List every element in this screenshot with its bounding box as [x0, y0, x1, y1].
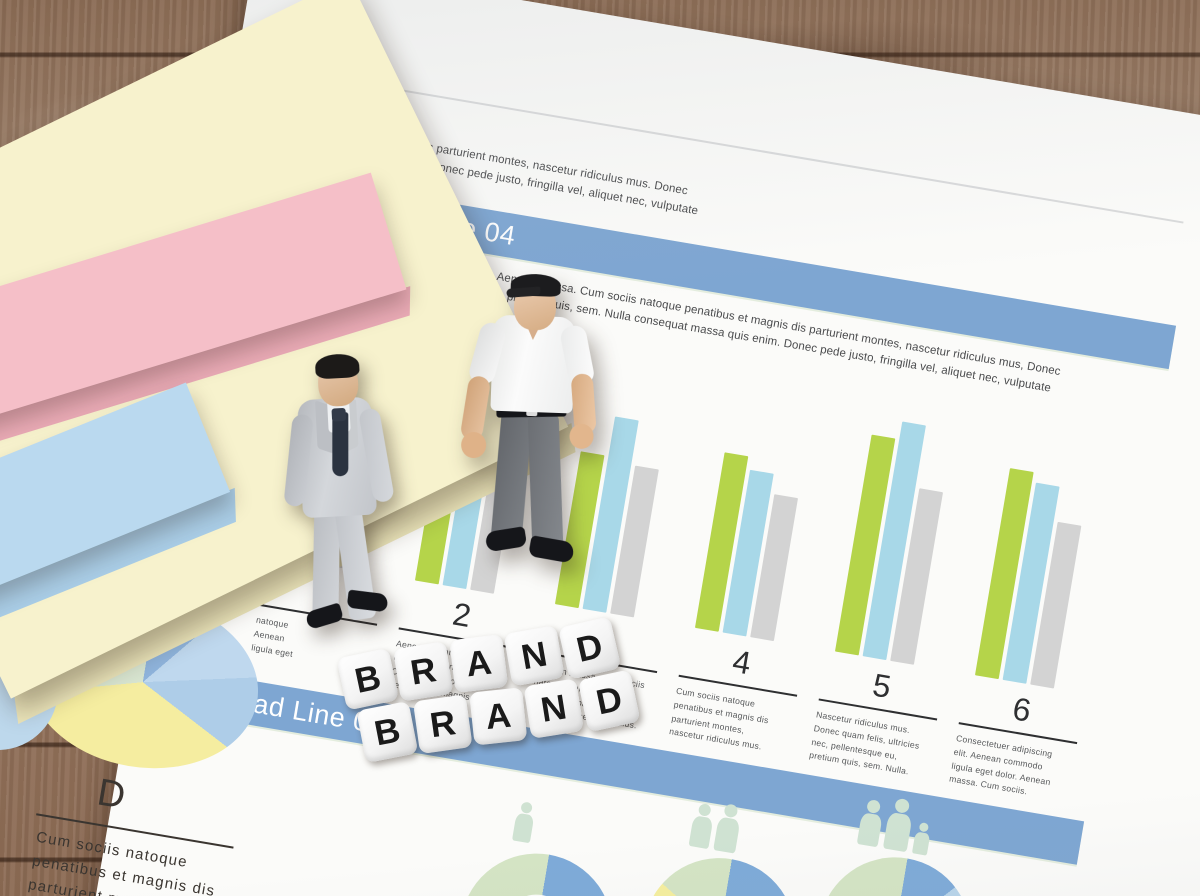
person-child-icon	[910, 821, 932, 856]
leg-left	[490, 412, 533, 543]
donut-chart-20: 20%	[631, 846, 807, 896]
letter-cube[interactable]: R	[412, 694, 473, 755]
hand-right	[569, 423, 594, 450]
donut-center-label: 33%	[496, 889, 577, 896]
person-icon	[712, 802, 744, 854]
tie-knot	[331, 407, 347, 422]
column-caption-text: Nascetur ridiculus mus. Donec quam felis…	[808, 709, 921, 777]
bar-group-5	[834, 405, 956, 665]
column-caption-text: Consectetuer adipiscing elit. Aenean com…	[948, 732, 1054, 797]
bar-group-6	[974, 429, 1096, 689]
hair	[314, 353, 360, 380]
pictogram-group-donut-2	[688, 798, 744, 854]
column-caption-4: 4 Cum sociis natoque penatibus et magnis…	[668, 636, 804, 759]
donut-chart-30: 30%	[807, 845, 983, 896]
hand-left	[460, 431, 487, 459]
person-icon	[688, 802, 717, 850]
letter-cube[interactable]: D	[577, 669, 641, 733]
figurine-businessman-suit[interactable]	[273, 347, 418, 643]
letter-cube[interactable]: N	[523, 678, 585, 739]
pictogram-group-donut-1	[511, 801, 537, 844]
pie-caption: Cum sociis natoque penatibus et magnis d…	[27, 828, 217, 896]
letter-cube[interactable]: R	[392, 641, 454, 702]
shoe-left	[304, 602, 345, 631]
necktie	[332, 412, 349, 477]
column-caption-5: 5 Nascetur ridiculus mus. Donec quam fel…	[808, 660, 944, 783]
leg-right	[527, 414, 564, 548]
letter-cube[interactable]: A	[469, 687, 528, 746]
column-caption-text: Cum sociis natoque penatibus et magnis d…	[668, 685, 770, 752]
donut-chart-33: 33%	[448, 841, 625, 896]
pictogram-group-donut-3	[855, 792, 936, 856]
letter-cube[interactable]: B	[336, 647, 400, 711]
letter-cube[interactable]: D	[557, 616, 622, 680]
figurine-businessman-casual[interactable]	[445, 269, 615, 574]
column-caption-6: 6 Consectetuer adipiscing elit. Aenean c…	[948, 684, 1084, 807]
bar-group-4	[694, 381, 816, 642]
letter-cube[interactable]: N	[503, 625, 565, 687]
shoe-right	[528, 535, 576, 564]
pie-label-D: D	[94, 771, 129, 818]
person-icon	[511, 801, 537, 844]
letter-cube[interactable]: A	[449, 634, 509, 694]
letter-cube[interactable]: B	[356, 700, 419, 764]
